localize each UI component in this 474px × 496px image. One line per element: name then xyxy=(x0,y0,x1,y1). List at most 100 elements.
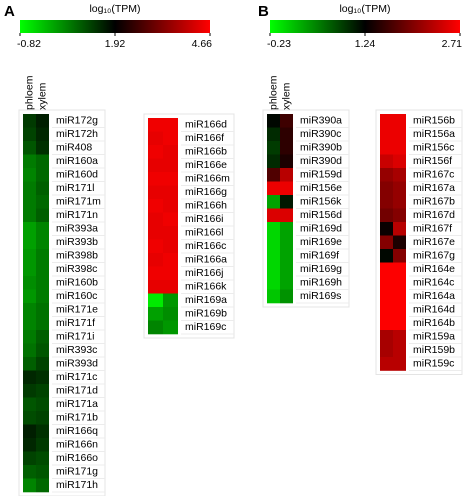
heatmap-cell xyxy=(393,303,406,317)
heatmap-cell xyxy=(36,357,49,371)
row-label: miR169d xyxy=(300,223,342,235)
row-label: miR393b xyxy=(56,236,98,248)
row-label: miR159a xyxy=(413,331,455,343)
heatmap-cell xyxy=(393,289,406,304)
row-label: miR398b xyxy=(56,250,98,262)
row-label: miR166k xyxy=(185,281,227,293)
heatmap-cell xyxy=(23,235,36,250)
heatmap-cell xyxy=(148,293,163,308)
heatmap-cell xyxy=(393,154,406,169)
heatmap-cell xyxy=(380,127,393,142)
heatmap-cell xyxy=(148,266,163,281)
row-label: miR398c xyxy=(56,263,97,275)
heatmap-cell xyxy=(380,303,393,317)
heatmap-cell xyxy=(36,370,49,385)
heatmap-cell xyxy=(380,114,393,128)
heatmap-cell xyxy=(36,438,49,452)
heatmap-cell xyxy=(23,154,36,169)
row-label: miR166j xyxy=(185,267,224,279)
row-label: miR167c xyxy=(413,169,454,181)
heatmap-cell xyxy=(23,276,36,290)
colorbar-tick-label: 1.24 xyxy=(355,38,376,50)
row-label: miR166f xyxy=(185,132,224,144)
row-label: miR160c xyxy=(56,290,97,302)
row-label: miR393d xyxy=(56,358,98,370)
row-label: miR171a xyxy=(56,398,98,410)
heatmap-cell xyxy=(163,253,178,267)
heatmap-cell xyxy=(380,289,393,304)
row-label: miR393a xyxy=(56,223,98,235)
heatmap-cell xyxy=(267,141,280,155)
heatmap-cell xyxy=(380,249,393,263)
row-label: miR169e xyxy=(300,236,342,248)
colorbar-tick-label: 4.66 xyxy=(192,38,213,50)
heatmap-cell xyxy=(36,276,49,290)
row-label: miR166o xyxy=(56,452,98,464)
heatmap-cell xyxy=(23,343,36,358)
row-label: miR169a xyxy=(185,294,227,306)
row-label: miR393c xyxy=(56,344,97,356)
row-label: miR166q xyxy=(56,425,98,437)
heatmap-cell xyxy=(36,154,49,169)
heatmap-cell xyxy=(380,222,393,236)
heatmap-cell xyxy=(280,195,293,209)
colorbar-tick-label: -0.82 xyxy=(17,38,41,50)
row-label: miR171m xyxy=(56,196,101,208)
heatmap-cell xyxy=(393,127,406,142)
heatmap-cell xyxy=(267,249,280,263)
column-label: phloem xyxy=(267,75,279,110)
heatmap-cell xyxy=(163,266,178,281)
heatmap-cell xyxy=(280,127,293,142)
heatmap-cell xyxy=(148,307,163,321)
heatmap-cell xyxy=(23,303,36,317)
heatmap-cell xyxy=(380,316,393,331)
panel-label: B xyxy=(258,3,269,20)
heatmap-cell xyxy=(23,249,36,263)
heatmap-cell xyxy=(393,249,406,263)
heatmap-cell xyxy=(267,208,280,223)
heatmap-cell xyxy=(267,195,280,209)
row-label: miR167f xyxy=(413,223,452,235)
heatmap-cell xyxy=(280,181,293,196)
heatmap-cell xyxy=(23,478,36,493)
heatmap-cell xyxy=(23,424,36,439)
colorbar-title: log₁₀(TPM) xyxy=(339,3,390,15)
heatmap-cell xyxy=(393,262,406,277)
heatmap-cell xyxy=(36,411,49,425)
row-label: miR167g xyxy=(413,250,455,262)
heatmap-cell xyxy=(23,357,36,371)
heatmap-cell xyxy=(267,181,280,196)
row-label: miR167a xyxy=(413,182,455,194)
row-label: miR164e xyxy=(413,263,455,275)
heatmap-cell xyxy=(280,235,293,250)
heatmap-cell xyxy=(380,276,393,290)
heatmap-cell xyxy=(36,289,49,304)
colorbar xyxy=(20,20,210,33)
heatmap-cell xyxy=(280,114,293,128)
heatmap-cell xyxy=(267,235,280,250)
heatmap-cell xyxy=(380,357,393,371)
heatmap-cell xyxy=(23,208,36,223)
row-label: miR166g xyxy=(185,186,227,198)
row-label: miR164a xyxy=(413,290,455,302)
row-label: miR169s xyxy=(300,290,341,302)
heatmap-cell xyxy=(23,465,36,479)
heatmap-cell xyxy=(36,330,49,344)
heatmap-cell xyxy=(380,208,393,223)
row-label: miR169g xyxy=(300,263,342,275)
row-label: miR167b xyxy=(413,196,455,208)
heatmap-cell xyxy=(148,158,163,173)
heatmap-cell xyxy=(280,289,293,304)
heatmap-cell xyxy=(36,114,49,128)
heatmap-cell xyxy=(380,141,393,155)
heatmap-cell xyxy=(280,276,293,290)
heatmap-cell xyxy=(23,262,36,277)
heatmap-cell xyxy=(23,195,36,209)
heatmap-cell xyxy=(393,316,406,331)
heatmap-cell xyxy=(36,195,49,209)
heatmap-cell xyxy=(393,276,406,290)
row-label: miR156b xyxy=(413,115,455,127)
row-label: miR169f xyxy=(300,250,339,262)
heatmap-cell xyxy=(36,316,49,331)
heatmap-cell xyxy=(163,307,178,321)
